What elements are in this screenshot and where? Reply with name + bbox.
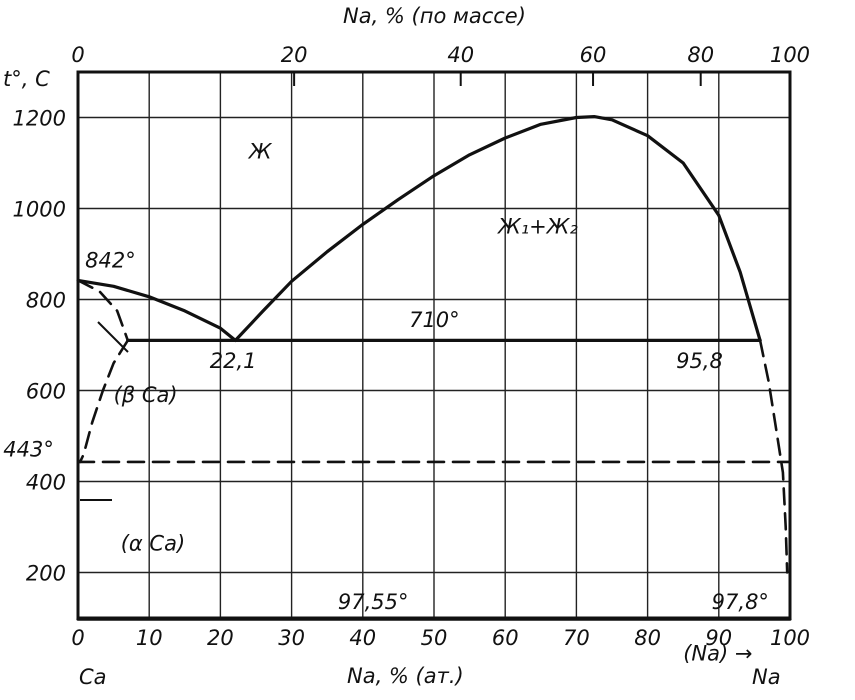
annotation-label: 97,55° <box>338 590 409 614</box>
boundary-dashed <box>758 339 789 574</box>
y-tick-label: 200 <box>26 562 66 586</box>
top-axis-ticks: 0 20 40 60 80 100 <box>71 43 810 86</box>
x-tick-label: 20 <box>207 626 234 650</box>
top-tick-label: 100 <box>770 43 810 67</box>
annotation-label: 842° <box>85 249 136 273</box>
y-axis-ticks: 200 400 600 800 1000 1200 <box>13 107 66 586</box>
top-tick-label: 20 <box>281 43 308 67</box>
boundary-dashed <box>78 339 130 464</box>
top-tick-label: 80 <box>687 43 714 67</box>
top-axis-title: Na, % (по массе) <box>343 4 526 28</box>
x-tick-label: 50 <box>421 626 448 650</box>
beta-ca-leader <box>97 321 129 353</box>
y-tick-label: 1200 <box>13 107 66 131</box>
x-tick-label: 0 <box>71 626 84 650</box>
annotation-label: 97,8° <box>712 590 769 614</box>
annotation-label: (β Ca) <box>114 383 178 407</box>
top-tick-label: 0 <box>71 43 84 67</box>
top-tick-label: 40 <box>447 43 474 67</box>
top-tick-label: 60 <box>580 43 607 67</box>
y-tick-label: 600 <box>26 380 66 404</box>
x-tick-label: 30 <box>278 626 305 650</box>
boundary-solid <box>233 114 762 342</box>
annotation-label: 710° <box>409 308 460 332</box>
x-tick-label: 70 <box>563 626 590 650</box>
y-tick-label: 800 <box>26 289 66 313</box>
x-tick-label: 10 <box>136 626 163 650</box>
annotation-label: 95,8 <box>676 349 723 373</box>
phase-boundaries <box>76 114 792 621</box>
annotation-label: 443° <box>3 437 54 461</box>
y-tick-label: 1000 <box>13 198 66 222</box>
annotations: 842° 22,1 710° 95,8 (β Ca) 443° (α Ca) 97,55° 97… <box>3 139 769 665</box>
x-tick-label: 100 <box>770 626 810 650</box>
annotation-label: (α Ca) <box>121 532 185 556</box>
region-label: Ж₁+Ж₂ <box>496 215 578 239</box>
x-axis-ticks: 0 10 20 30 40 50 60 70 80 90 100 <box>71 626 810 650</box>
left-component-label: Ca <box>79 665 107 689</box>
annotation-label: 22,1 <box>210 349 257 373</box>
annotation-label: (Na) → <box>683 641 752 665</box>
grid <box>78 72 790 618</box>
region-label: Ж <box>247 139 273 163</box>
x-tick-label: 60 <box>492 626 519 650</box>
y-tick-label: 400 <box>26 471 66 495</box>
boundary-dashed <box>76 279 130 342</box>
x-tick-label: 80 <box>634 626 661 650</box>
right-component-label: Na <box>752 665 781 689</box>
x-tick-label: 90 <box>705 626 732 650</box>
boundary-solid <box>76 278 237 342</box>
y-axis-title: t°, C <box>3 67 50 91</box>
x-axis-title: Na, % (ат.) <box>347 664 464 688</box>
x-tick-label: 40 <box>349 626 376 650</box>
